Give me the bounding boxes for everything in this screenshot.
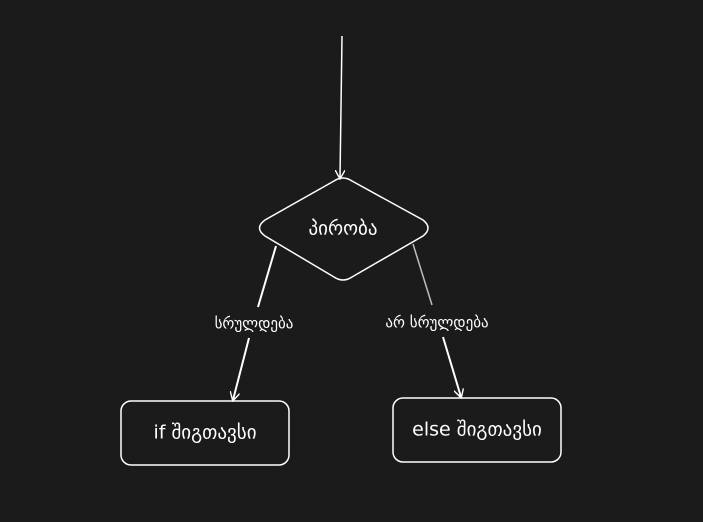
else-box xyxy=(392,397,562,463)
false-branch-arrow xyxy=(442,336,461,397)
true-branch-line-top xyxy=(257,245,277,308)
decision-label: პირობა xyxy=(308,218,377,240)
false-branch-line-top xyxy=(412,243,433,306)
else-box-label: else შიგთავსი xyxy=(412,419,542,441)
entry-arrow xyxy=(340,35,342,178)
true-branch-arrow xyxy=(233,337,250,400)
false-branch-label: არ სრულდება xyxy=(385,314,488,332)
true-branch-label: სრულდება xyxy=(215,315,294,333)
if-box xyxy=(120,400,290,466)
decision-diamond xyxy=(258,177,429,281)
if-box-label: if შიგთავსი xyxy=(153,422,256,444)
